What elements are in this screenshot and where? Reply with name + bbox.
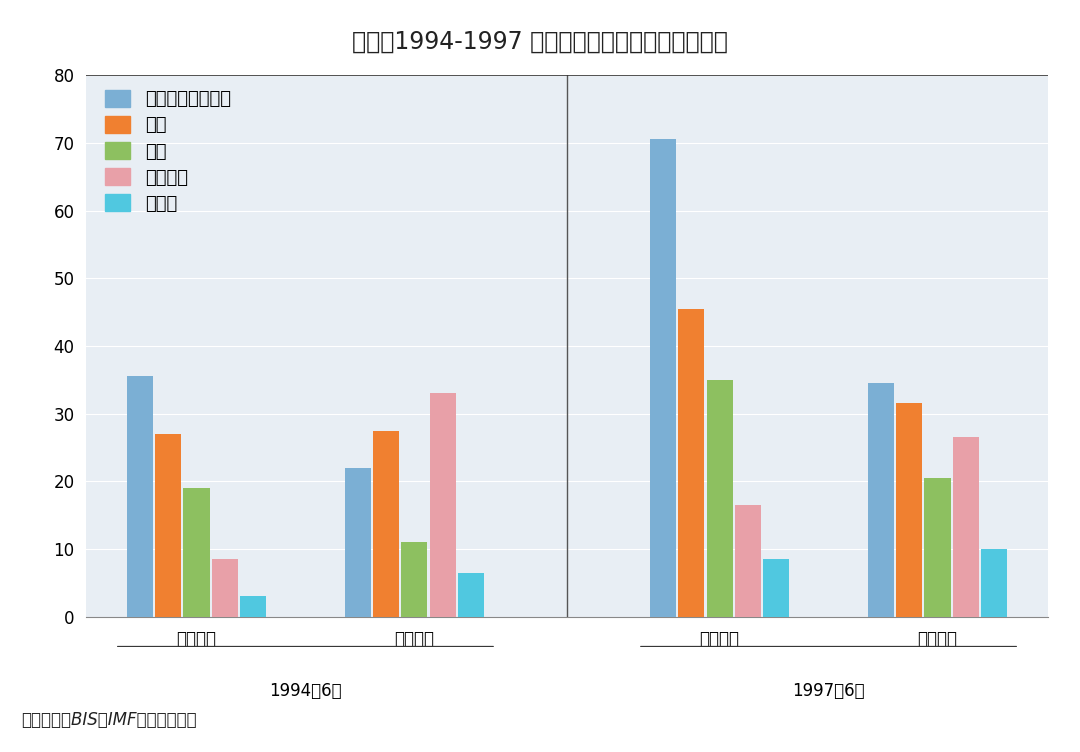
Bar — [430, 393, 456, 617]
Bar — [924, 478, 950, 617]
Bar — [402, 542, 428, 617]
Text: 图表：1994-1997 亚洲短期外债增长超过外汇储备: 图表：1994-1997 亚洲短期外债增长超过外汇储备 — [352, 30, 728, 54]
Bar — [650, 140, 676, 617]
Bar — [345, 468, 370, 617]
Legend: 韩国（十亿美元）, 泰国, 印尼, 马来西亚, 菲律宾: 韩国（十亿美元）, 泰国, 印尼, 马来西亚, 菲律宾 — [105, 89, 231, 213]
Bar — [764, 559, 789, 617]
Bar — [458, 573, 484, 617]
Bar — [184, 488, 210, 617]
Bar — [953, 438, 978, 617]
Bar — [734, 505, 761, 617]
Text: 资料来源：BIS，IMF，恒大研究院: 资料来源：BIS，IMF，恒大研究院 — [22, 711, 198, 729]
Bar — [373, 430, 400, 617]
Bar — [678, 309, 704, 617]
Bar — [156, 434, 181, 617]
Bar — [706, 380, 732, 617]
Bar — [240, 596, 266, 617]
Text: 1994年6月: 1994年6月 — [269, 681, 341, 699]
Bar — [126, 377, 153, 617]
Bar — [212, 559, 238, 617]
Bar — [981, 549, 1008, 617]
Bar — [868, 384, 894, 617]
Text: 1997年6月: 1997年6月 — [793, 681, 865, 699]
Bar — [896, 403, 922, 617]
